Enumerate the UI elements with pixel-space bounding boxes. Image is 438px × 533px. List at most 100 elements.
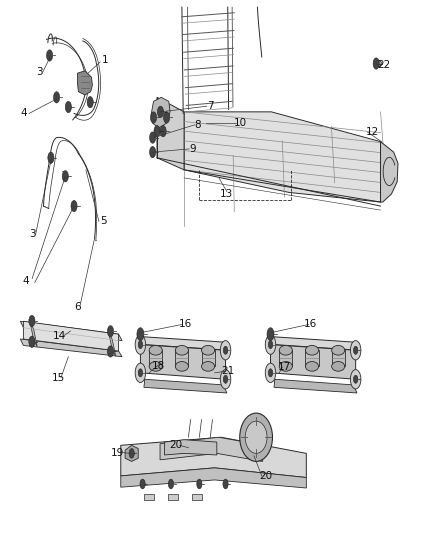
Ellipse shape bbox=[149, 361, 162, 371]
Polygon shape bbox=[109, 333, 116, 356]
Circle shape bbox=[163, 112, 170, 123]
Circle shape bbox=[46, 50, 53, 61]
Polygon shape bbox=[164, 440, 217, 455]
Ellipse shape bbox=[201, 361, 215, 371]
Text: 12: 12 bbox=[366, 127, 379, 137]
Text: 6: 6 bbox=[74, 302, 81, 312]
Ellipse shape bbox=[332, 345, 345, 355]
Circle shape bbox=[150, 112, 156, 123]
Circle shape bbox=[265, 335, 276, 354]
Circle shape bbox=[350, 341, 361, 360]
Polygon shape bbox=[175, 350, 188, 366]
Polygon shape bbox=[144, 379, 227, 393]
Circle shape bbox=[138, 341, 143, 349]
Ellipse shape bbox=[240, 413, 272, 462]
Polygon shape bbox=[149, 350, 162, 366]
Circle shape bbox=[197, 479, 202, 489]
Ellipse shape bbox=[175, 345, 188, 355]
Text: 8: 8 bbox=[195, 120, 201, 130]
Polygon shape bbox=[201, 350, 215, 366]
Circle shape bbox=[135, 363, 146, 383]
Circle shape bbox=[223, 346, 228, 354]
Circle shape bbox=[168, 479, 173, 489]
Circle shape bbox=[223, 479, 228, 489]
Circle shape bbox=[62, 171, 68, 182]
Polygon shape bbox=[279, 350, 292, 366]
Circle shape bbox=[160, 126, 166, 137]
Circle shape bbox=[373, 58, 379, 69]
Text: 19: 19 bbox=[111, 448, 124, 457]
Polygon shape bbox=[141, 345, 226, 379]
Polygon shape bbox=[144, 494, 154, 500]
Circle shape bbox=[107, 346, 113, 357]
Polygon shape bbox=[78, 71, 92, 95]
Ellipse shape bbox=[201, 345, 215, 355]
Text: 10: 10 bbox=[233, 118, 247, 128]
Circle shape bbox=[220, 369, 231, 389]
Circle shape bbox=[353, 346, 358, 354]
Text: 5: 5 bbox=[100, 216, 106, 227]
Circle shape bbox=[87, 96, 93, 108]
Polygon shape bbox=[121, 437, 306, 478]
Polygon shape bbox=[141, 336, 230, 350]
Text: 16: 16 bbox=[304, 319, 317, 329]
Text: 17: 17 bbox=[278, 362, 291, 372]
Circle shape bbox=[140, 479, 145, 489]
Circle shape bbox=[29, 336, 35, 348]
Circle shape bbox=[107, 326, 113, 337]
Circle shape bbox=[268, 369, 273, 377]
Circle shape bbox=[223, 375, 228, 383]
Ellipse shape bbox=[245, 421, 267, 454]
Polygon shape bbox=[332, 350, 345, 366]
Text: 18: 18 bbox=[152, 361, 166, 372]
Circle shape bbox=[53, 92, 60, 103]
Text: 16: 16 bbox=[178, 319, 191, 329]
Circle shape bbox=[71, 200, 77, 212]
Text: 20: 20 bbox=[170, 440, 183, 449]
Circle shape bbox=[129, 449, 134, 458]
Polygon shape bbox=[376, 60, 382, 67]
Circle shape bbox=[157, 106, 163, 117]
Ellipse shape bbox=[279, 345, 292, 355]
Polygon shape bbox=[381, 142, 398, 202]
Text: 3: 3 bbox=[36, 67, 42, 77]
Polygon shape bbox=[151, 98, 170, 128]
Circle shape bbox=[65, 101, 71, 112]
Polygon shape bbox=[184, 112, 381, 202]
Circle shape bbox=[29, 316, 35, 327]
Text: 1: 1 bbox=[102, 55, 109, 66]
Text: 9: 9 bbox=[190, 144, 196, 154]
Polygon shape bbox=[192, 494, 202, 500]
Circle shape bbox=[150, 147, 155, 158]
Ellipse shape bbox=[149, 345, 162, 355]
Polygon shape bbox=[274, 379, 357, 393]
Polygon shape bbox=[168, 494, 178, 500]
Ellipse shape bbox=[305, 345, 318, 355]
Circle shape bbox=[353, 375, 358, 383]
Polygon shape bbox=[271, 336, 360, 350]
Ellipse shape bbox=[175, 361, 188, 371]
Text: 13: 13 bbox=[220, 189, 233, 199]
Polygon shape bbox=[271, 345, 356, 379]
Text: 20: 20 bbox=[260, 471, 273, 481]
Polygon shape bbox=[305, 350, 318, 366]
Ellipse shape bbox=[279, 361, 292, 371]
Ellipse shape bbox=[332, 361, 345, 371]
Circle shape bbox=[350, 369, 361, 389]
Text: 21: 21 bbox=[221, 366, 234, 376]
Polygon shape bbox=[20, 339, 122, 357]
Circle shape bbox=[154, 126, 160, 137]
Polygon shape bbox=[121, 468, 306, 488]
Text: 4: 4 bbox=[23, 276, 29, 286]
Circle shape bbox=[150, 132, 155, 143]
Polygon shape bbox=[20, 321, 122, 341]
Circle shape bbox=[268, 341, 273, 349]
Polygon shape bbox=[160, 437, 263, 462]
Polygon shape bbox=[157, 98, 184, 170]
Text: 4: 4 bbox=[20, 108, 27, 118]
Text: 7: 7 bbox=[207, 101, 214, 111]
Text: 14: 14 bbox=[53, 331, 66, 341]
Circle shape bbox=[137, 328, 144, 341]
Circle shape bbox=[138, 369, 143, 377]
Circle shape bbox=[265, 363, 276, 383]
